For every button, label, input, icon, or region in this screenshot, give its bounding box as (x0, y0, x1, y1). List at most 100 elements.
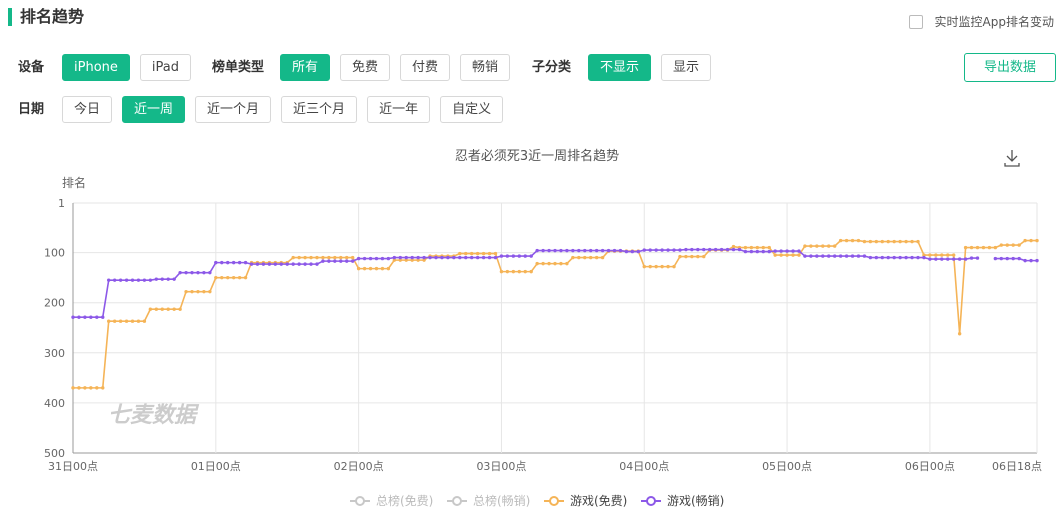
x-tick-label: 04日00点 (619, 460, 669, 473)
data-point (862, 239, 867, 244)
data-point (565, 261, 569, 266)
data-point (160, 277, 164, 281)
data-point (327, 259, 331, 263)
data-point (690, 254, 694, 259)
data-point (142, 319, 147, 323)
filter-button[interactable]: 近三个月 (281, 96, 358, 123)
data-point (708, 247, 712, 252)
data-point (273, 262, 278, 266)
x-tick-label: 01日00点 (191, 460, 241, 473)
data-point (196, 289, 200, 294)
data-point (654, 248, 658, 252)
x-tick-label: 06日00点 (905, 460, 955, 473)
filter-button[interactable]: iPhone (62, 54, 130, 81)
data-point (380, 256, 385, 261)
data-point (368, 256, 373, 261)
filter-button[interactable]: 所有 (280, 54, 331, 81)
data-point (559, 248, 563, 253)
data-point (832, 254, 837, 258)
filter-button[interactable]: 免费 (340, 54, 391, 81)
data-point (809, 254, 813, 258)
data-point (190, 289, 194, 294)
data-point (339, 255, 343, 260)
data-point (291, 262, 295, 266)
data-point (940, 253, 944, 257)
data-point (279, 262, 283, 266)
monitor-label: 实时监控App排名变动 (934, 15, 1054, 29)
filter-button[interactable]: 近一年 (367, 96, 431, 123)
data-point (350, 255, 355, 260)
filter-button[interactable]: 付费 (400, 54, 451, 81)
data-point (142, 278, 147, 282)
data-point (910, 255, 914, 260)
filter-button[interactable]: 不显示 (588, 54, 652, 81)
legend-label[interactable]: 总榜(免费) (376, 493, 433, 508)
data-point (928, 257, 932, 261)
data-point (850, 238, 855, 243)
data-point (118, 319, 123, 323)
data-point (517, 269, 521, 274)
data-point (600, 248, 605, 253)
data-point (410, 258, 414, 262)
data-point (529, 269, 533, 274)
data-point (779, 249, 783, 253)
data-point (464, 251, 468, 256)
filter-button[interactable]: 显示 (661, 54, 712, 81)
data-point (511, 269, 516, 274)
checkbox[interactable] (908, 14, 923, 29)
legend-label[interactable]: 游戏(畅销) (667, 494, 724, 508)
filter-button[interactable]: 近一个月 (195, 96, 272, 123)
data-point (791, 249, 795, 253)
data-point (821, 254, 825, 258)
data-point (755, 249, 760, 254)
filter-button[interactable]: 近一周 (122, 96, 186, 123)
data-point (172, 277, 176, 281)
data-point (374, 256, 379, 261)
data-point (815, 244, 819, 248)
export-button[interactable]: 导出数据 (964, 53, 1056, 82)
data-point (690, 247, 694, 252)
data-point (505, 269, 510, 274)
filter-button[interactable]: 畅销 (460, 54, 511, 81)
data-point (993, 256, 998, 261)
data-point (934, 253, 938, 257)
data-point (660, 264, 664, 269)
legend-label[interactable]: 游戏(免费) (570, 493, 627, 508)
data-point (243, 260, 248, 265)
data-point (1011, 256, 1015, 261)
filter-button[interactable]: 自定义 (440, 96, 504, 123)
x-tick-label: 31日00点 (48, 460, 98, 473)
monitor-toggle[interactable]: 实时监控App排名变动 (908, 13, 1054, 30)
data-point (904, 239, 908, 244)
data-point (124, 319, 129, 323)
data-point (666, 248, 670, 252)
data-point (89, 386, 93, 390)
data-point (475, 251, 480, 256)
data-point (797, 253, 801, 257)
data-point (95, 315, 99, 319)
data-point (838, 254, 843, 258)
data-point (469, 251, 474, 256)
data-point (553, 261, 557, 266)
data-point (505, 254, 510, 258)
data-point (291, 255, 295, 260)
y-tick-label: 1 (58, 197, 65, 210)
data-point (940, 257, 944, 261)
data-point (154, 307, 159, 311)
data-point (553, 248, 557, 253)
data-point (565, 248, 569, 253)
data-point (892, 255, 896, 260)
filter-button[interactable]: 今日 (62, 96, 113, 123)
data-point (731, 247, 736, 252)
legend-label[interactable]: 总榜(畅销) (473, 493, 530, 508)
data-point (404, 255, 408, 260)
filter-button[interactable]: iPad (139, 54, 191, 81)
filter-label: 设备 (18, 60, 45, 75)
data-point (999, 256, 1003, 261)
data-point (969, 245, 974, 250)
download-icon[interactable] (1004, 150, 1020, 167)
data-point (1023, 258, 1027, 263)
data-point (904, 255, 908, 260)
data-point (797, 249, 801, 253)
y-tick-label: 500 (44, 447, 65, 460)
